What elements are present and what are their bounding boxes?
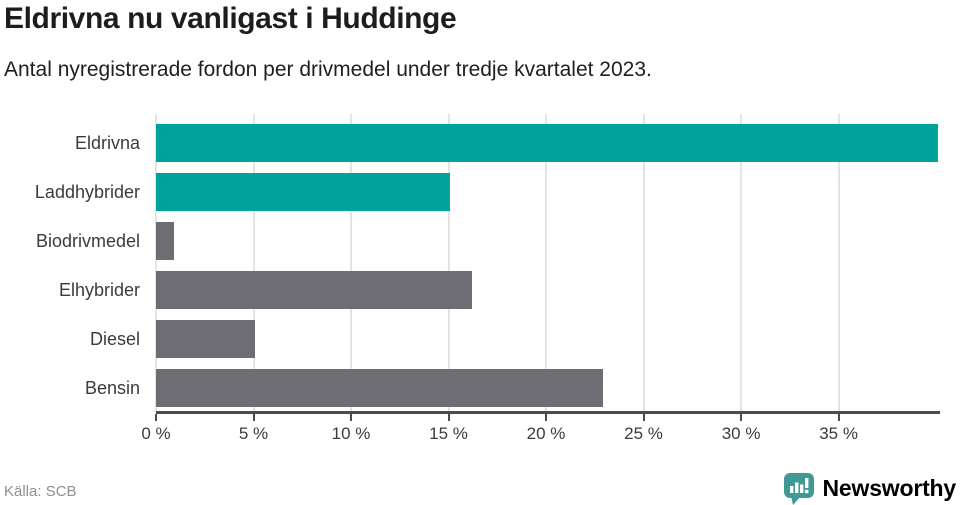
category-label: Elhybrider [58, 280, 140, 300]
x-tick-mark [642, 414, 645, 421]
gridline [447, 114, 450, 412]
category-axis: Eldrivna Laddhybrider Biodrivmedel Elhybrid… [0, 114, 148, 412]
gridline [837, 114, 840, 412]
bar-laddhybrider [156, 173, 451, 211]
chart-subtitle: Antal nyregistrerade fordon per drivmede… [4, 58, 652, 81]
x-tick-mark [350, 414, 353, 421]
bar-biodrivmedel [156, 222, 174, 260]
category-label: Bensin [84, 378, 140, 398]
bar-chart: Eldrivna Laddhybrider Biodrivmedel Elhybrid… [0, 114, 940, 457]
x-tick-label: 0 % [141, 424, 171, 443]
gridline [545, 114, 548, 412]
newsworthy-logo: Newsworthy [782, 471, 956, 505]
x-tick-mark [740, 414, 743, 421]
x-axis-line [156, 411, 940, 414]
x-tick-label: 10 % [331, 424, 371, 443]
gridline [350, 114, 353, 412]
category-label: Biodrivmedel [35, 231, 140, 251]
category-label: Diesel [89, 329, 140, 349]
gridline [252, 114, 255, 412]
bar-eldrivna [156, 124, 939, 162]
x-tick-mark [447, 414, 450, 421]
x-tick-mark [837, 414, 840, 421]
gridline [155, 114, 157, 412]
x-tick-mark [252, 414, 255, 421]
bar-diesel [156, 320, 256, 358]
category-label: Laddhybrider [34, 182, 140, 202]
x-tick-label: 35 % [819, 424, 858, 443]
source-label: Källa: SCB [4, 483, 77, 500]
x-tick-mark [545, 414, 548, 421]
category-label: Eldrivna [74, 133, 140, 153]
chart-title: Eldrivna nu vanligast i Huddinge [4, 2, 457, 35]
x-tick-label: 30 % [721, 424, 761, 443]
bar-bensin [156, 369, 603, 407]
x-tick-label: 20 % [526, 424, 566, 443]
newsworthy-icon [783, 473, 814, 505]
newsworthy-wordmark: Newsworthy [822, 474, 957, 501]
gridline [740, 114, 743, 412]
x-tick-label: 15 % [429, 424, 468, 443]
x-axis: 0 % 5 % 10 % 15 % 20 % 25 % 30 % 35 % [141, 411, 940, 457]
x-tick-label: 25 % [624, 424, 663, 443]
gridline [642, 114, 645, 412]
plot-area [155, 114, 940, 412]
bar-elhybrider [156, 271, 472, 309]
x-tick-label: 5 % [238, 424, 269, 443]
x-tick-mark [155, 414, 157, 421]
